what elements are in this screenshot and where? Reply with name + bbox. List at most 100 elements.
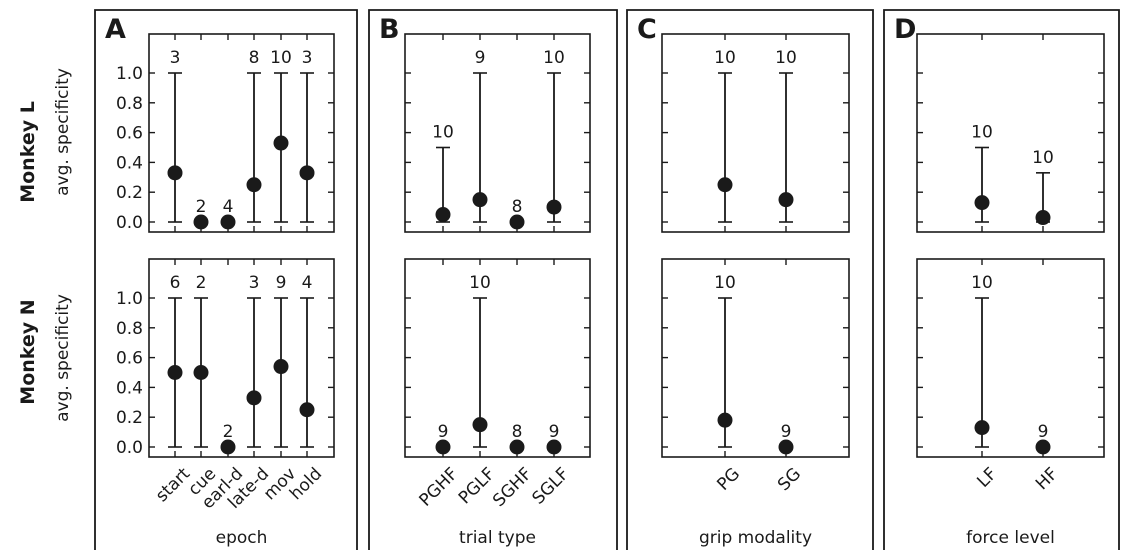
panel-b-row-1-count-SGHF: 8 <box>512 197 523 217</box>
panel-c-row-1-point-SG <box>778 192 794 208</box>
panel-a-row-2-point-cue <box>193 365 209 380</box>
panel-b-row-1-point-SGHF <box>509 214 525 230</box>
panel-c-row-2-point-SG <box>778 439 794 455</box>
panel-b-xticklabel-SGHF: SGHF <box>489 464 536 511</box>
panel-a-row-1-point-hold <box>299 165 315 181</box>
panel-d-letter: D <box>894 14 916 45</box>
panel-c-xticklabel-SG: SG <box>774 464 805 495</box>
panel-a-row-2-count-late-d: 3 <box>249 273 260 293</box>
panel-a-row-1-count-mov: 10 <box>270 48 292 68</box>
panel-d: D 10 10 10 9 LF HF force level <box>883 9 1120 550</box>
panel-a-row-1-ytick-label: 0.4 <box>116 153 143 173</box>
panel-c-row-2-axes <box>661 258 850 458</box>
panel-b-row-2-count-PGHF: 9 <box>438 422 449 442</box>
panel-a-row-2-count-earl-d: 2 <box>223 422 234 442</box>
panel-c-row-1-point-PG <box>717 177 733 193</box>
panel-a-row-2-ytick-label: 0.8 <box>116 319 143 339</box>
panel-a-row-1-ytick-label: 0.2 <box>116 183 143 203</box>
panel-b-row-1-point-PGLF <box>472 192 488 208</box>
panel-b-row-2-count-PGLF: 10 <box>469 273 491 293</box>
panel-b-xlabel: trial type <box>459 528 536 548</box>
panel-d-row-2-count-LF: 10 <box>971 273 993 293</box>
panel-a-row-2-point-earl-d <box>220 439 236 455</box>
panel-c-frame <box>626 9 874 550</box>
panel-c-row-2-point-PG <box>717 412 733 428</box>
panel-c-row-1-count-PG: 10 <box>714 48 736 68</box>
panel-d-row-2-axes <box>916 258 1105 458</box>
panel-d-row-2-point-LF <box>974 420 990 436</box>
panel-d-row-1-axes <box>916 33 1105 233</box>
panel-c-row-2-count-SG: 9 <box>781 422 792 442</box>
panel-c-row-2-count-PG: 10 <box>714 273 736 293</box>
panel-a-row-2-point-late-d <box>246 390 262 406</box>
panel-a-row-2-ytick-label: 0.2 <box>116 408 143 428</box>
panel-a-row-1-ytick-label: 1.0 <box>116 64 143 84</box>
panel-b-xticklabel-SGLF: SGLF <box>528 464 573 509</box>
panel-a-row-2-point-start <box>167 365 183 380</box>
panel-b-row-2-point-PGHF <box>435 439 451 455</box>
panel-a-row-1-point-mov <box>273 135 289 151</box>
panel-a-row-1: 0.0 0.2 0.4 0.6 0.8 1.0 3 2 4 8 10 3 <box>116 33 335 233</box>
panel-a-row-1-count-cue: 2 <box>196 197 207 217</box>
panel-a-xlabel: epoch <box>216 528 268 548</box>
row-label-monkey-n: Monkey N <box>17 299 39 404</box>
panel-c-letter: C <box>637 14 657 45</box>
panel-a-row-1-ytick-label: 0.6 <box>116 124 143 144</box>
panel-d-xticklabel-LF: LF <box>973 464 1001 492</box>
panel-d-row-1-count-LF: 10 <box>971 123 993 143</box>
panel-a-row-2-count-start: 6 <box>170 273 181 293</box>
panel-b-row-2-point-SGHF <box>509 439 525 455</box>
panel-b-row-2-point-PGLF <box>472 417 488 433</box>
panel-c-xlabel: grip modality <box>699 528 812 548</box>
panel-d-row-2-point-HF <box>1035 439 1051 455</box>
panel-d-row-1-point-HF <box>1035 210 1051 226</box>
panel-a-row-2-ytick-label: 1.0 <box>116 289 143 309</box>
panel-a-row-2-point-hold <box>299 402 315 418</box>
panel-b-row-1-count-SGLF: 10 <box>543 48 565 68</box>
panel-a-row-1-count-hold: 3 <box>302 48 313 68</box>
panel-d-xlabel: force level <box>966 528 1055 548</box>
panel-d-row-1-point-LF <box>974 195 990 211</box>
panel-b-row-2-axes <box>404 258 591 458</box>
panel-d-frame <box>883 9 1120 550</box>
panel-a-row-1-point-cue <box>193 214 209 230</box>
panel-a-row-2-ytick-label: 0.0 <box>116 438 143 458</box>
panel-d-row-1: 10 10 <box>916 33 1105 233</box>
panel-a: A0.00.20.40.60.81.032 48 10 30.00.20.40.60.… <box>94 9 358 550</box>
panel-b-row-1: 10 9 8 10 <box>404 33 591 233</box>
panel-c-row-1: 10 10 <box>661 33 850 233</box>
panel-c-row-1-count-SG: 10 <box>775 48 797 68</box>
panel-b-letter: B <box>379 14 400 45</box>
row-label-monkey-l: Monkey L <box>17 101 39 203</box>
panels: A0.00.20.40.60.81.032 48 10 30.00.20.40.60.… <box>94 9 1120 550</box>
panel-c: C 10 10 10 9 PG SG grip modality <box>626 9 874 550</box>
panel-b-frame <box>368 9 618 550</box>
panel-b-row-2-count-SGHF: 8 <box>512 422 523 442</box>
panel-b-row-1-count-PGHF: 10 <box>432 123 454 143</box>
ylabel-row-n: avg. specificity <box>53 294 73 422</box>
panel-b-row-1-point-PGHF <box>435 207 451 223</box>
panel-a-row-2-point-mov <box>273 359 289 375</box>
row-label-monkey-n-text: Monkey N <box>17 299 39 404</box>
panel-b-row-1-count-PGLF: 9 <box>475 48 486 68</box>
panel-a-xticklabel-hold: hold <box>286 464 326 504</box>
panel-d-row-1-count-HF: 10 <box>1032 148 1054 168</box>
panel-a-row-2-ytick-label: 0.4 <box>116 378 143 398</box>
panel-c-xticklabel-PG: PG <box>713 464 744 495</box>
panel-a-row-2-count-mov: 9 <box>276 273 287 293</box>
panel-b-row-2-count-SGLF: 9 <box>549 422 560 442</box>
panel-a-frame <box>94 9 358 550</box>
panel-b-row-2: 9 10 8 9 <box>404 258 591 458</box>
panel-a-row-1-count-start: 3 <box>170 48 181 68</box>
panel-a-row-1-point-late-d <box>246 177 262 193</box>
panel-a-row-1-ytick-label: 0.8 <box>116 94 143 114</box>
panel-d-xticklabel-HF: HF <box>1032 464 1062 494</box>
row-label-monkey-l-text: Monkey L <box>17 101 39 203</box>
panel-a-row-1-point-earl-d <box>220 214 236 230</box>
panel-a-row-2-count-cue: 2 <box>196 273 207 293</box>
panel-b-xticklabel-PGHF: PGHF <box>415 464 462 511</box>
panel-a-row-1-count-earl-d: 4 <box>223 197 234 217</box>
panel-b-row-2-point-SGLF <box>546 439 562 455</box>
